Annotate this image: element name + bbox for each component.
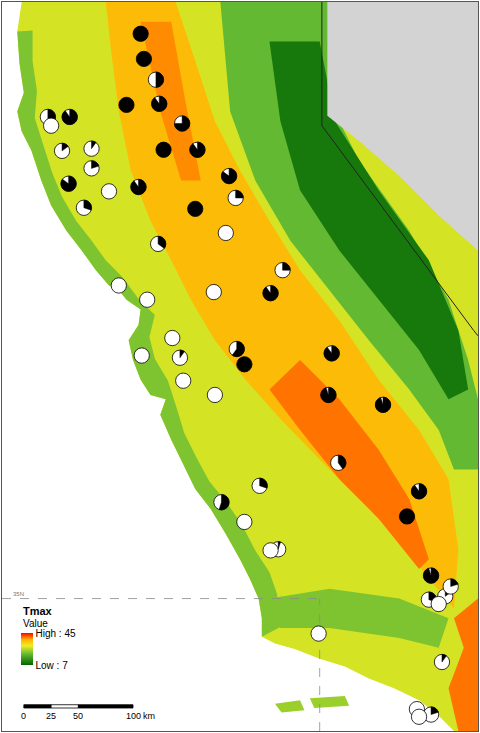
- svg-text:100: 100: [126, 711, 141, 721]
- svg-text:50: 50: [73, 711, 83, 721]
- svg-text:Low : 7: Low : 7: [36, 660, 69, 671]
- svg-text:High : 45: High : 45: [36, 628, 76, 639]
- svg-text:25: 25: [46, 711, 56, 721]
- svg-text:Value: Value: [23, 618, 48, 629]
- svg-text:35N: 35N: [13, 591, 24, 597]
- svg-text:Tmax: Tmax: [23, 605, 53, 617]
- svg-text:km: km: [143, 711, 155, 721]
- svg-text:0: 0: [21, 711, 26, 721]
